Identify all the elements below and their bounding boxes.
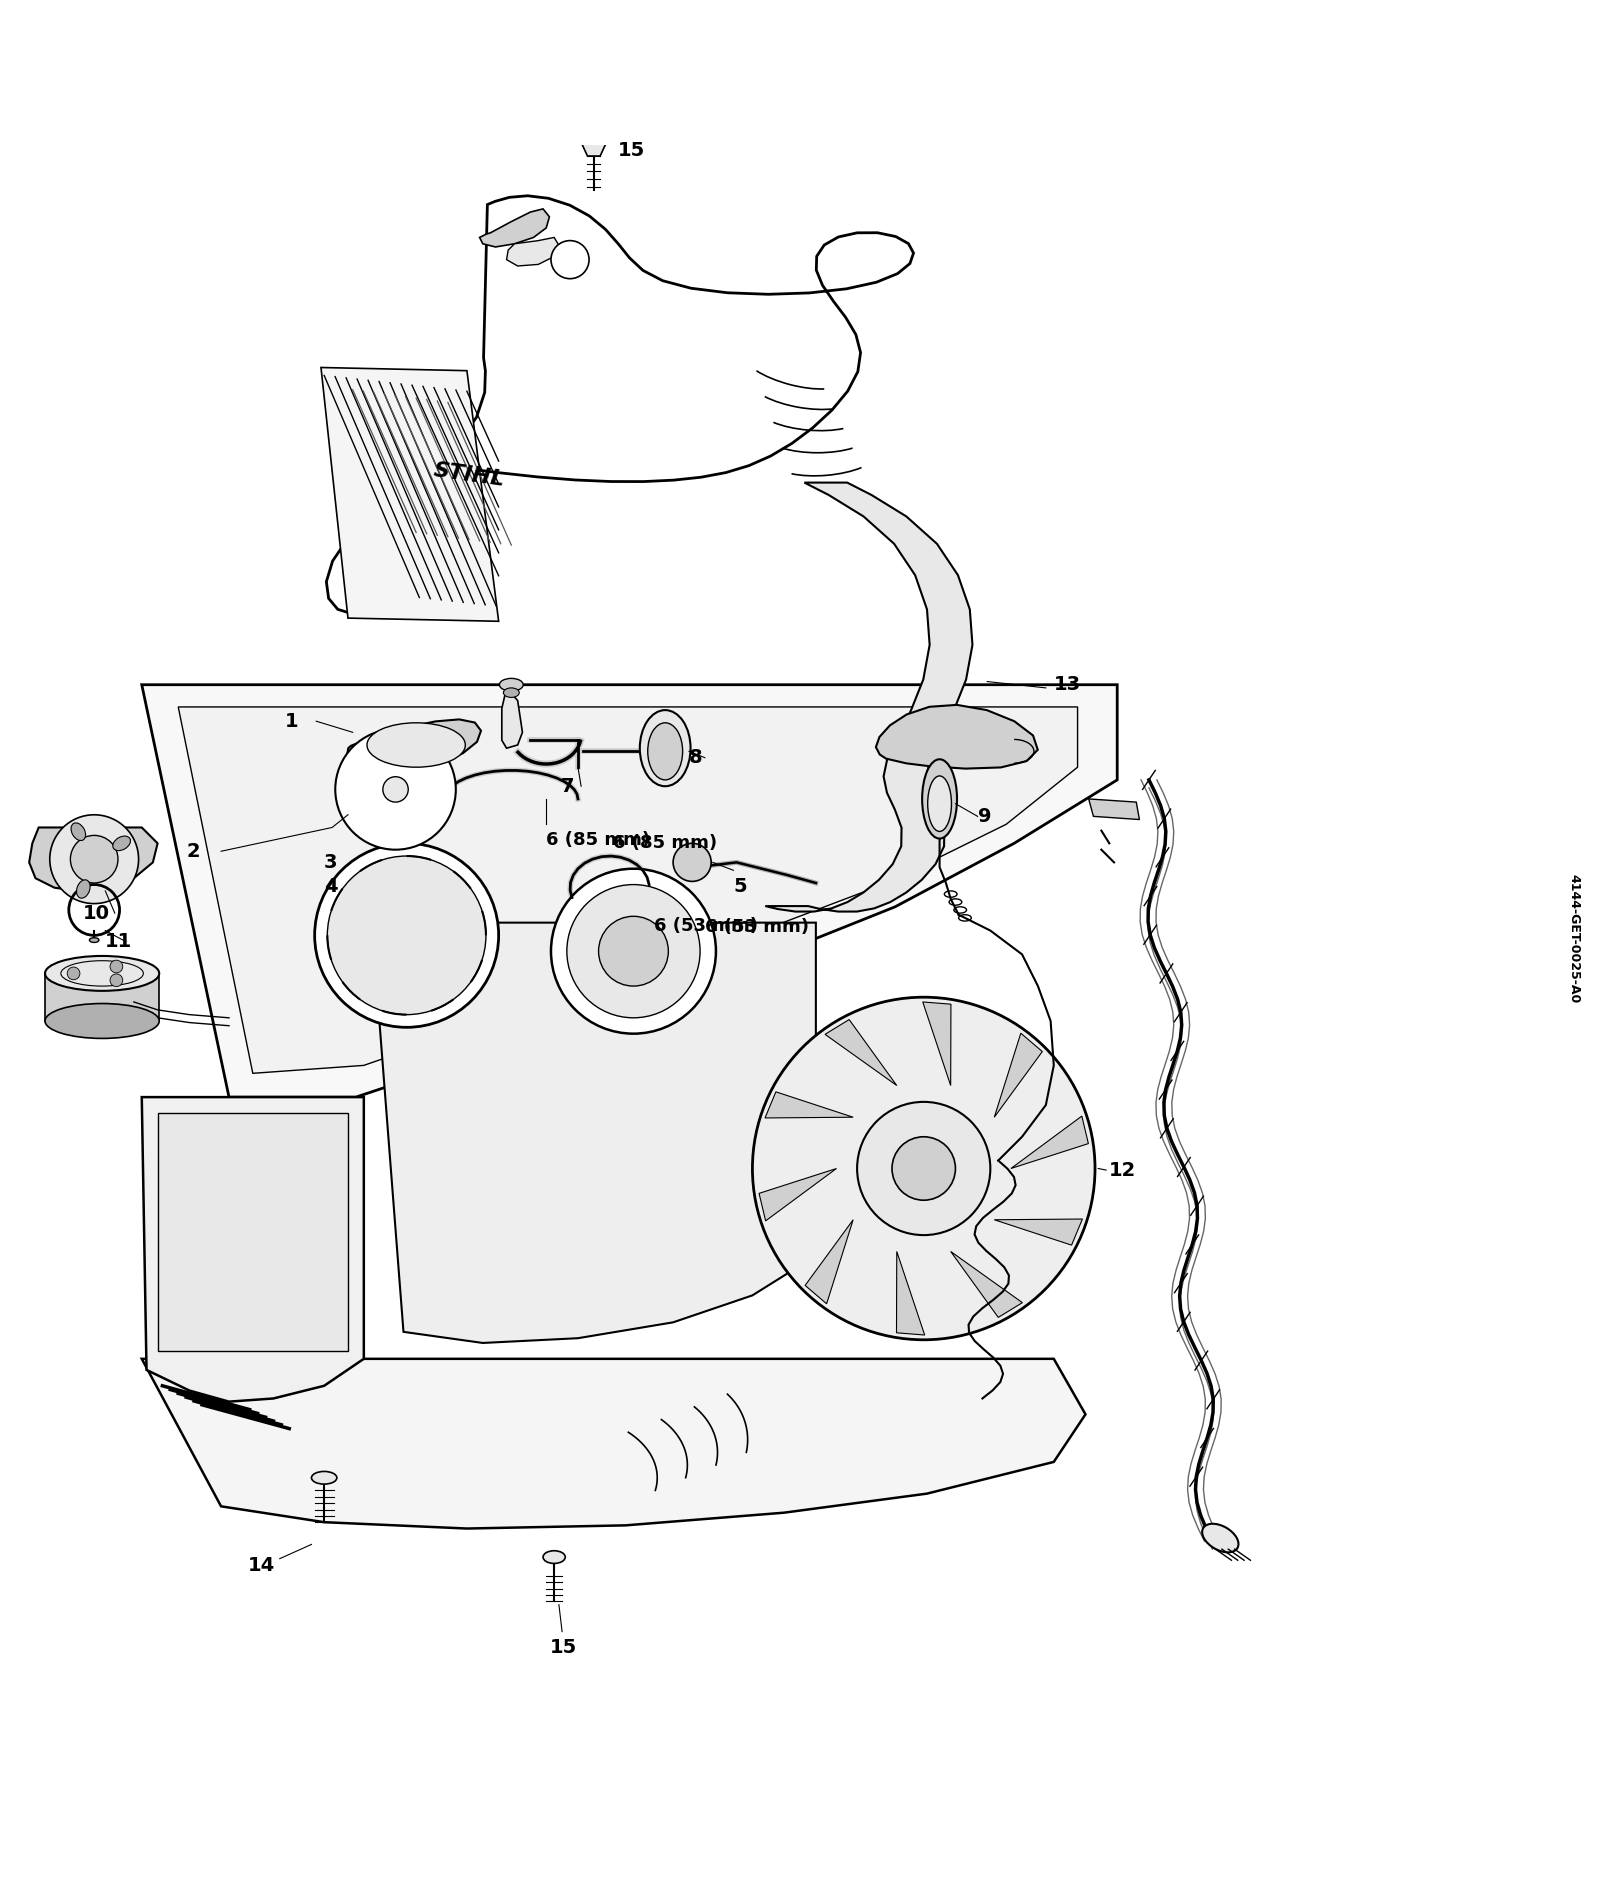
Ellipse shape: [499, 678, 523, 691]
Circle shape: [566, 884, 701, 1017]
Text: 14: 14: [248, 1556, 275, 1575]
Polygon shape: [158, 1113, 347, 1351]
Text: 15: 15: [549, 1639, 576, 1657]
Polygon shape: [502, 687, 523, 749]
Ellipse shape: [1202, 1524, 1238, 1552]
Polygon shape: [994, 1218, 1083, 1244]
Ellipse shape: [640, 710, 691, 786]
Text: 3: 3: [325, 852, 338, 873]
Text: 6 (85 mm): 6 (85 mm): [613, 835, 717, 852]
Text: 12: 12: [1109, 1160, 1136, 1179]
Polygon shape: [326, 195, 914, 614]
Circle shape: [382, 777, 408, 801]
Polygon shape: [875, 706, 1038, 768]
Polygon shape: [142, 685, 1117, 1098]
Ellipse shape: [928, 775, 952, 832]
Polygon shape: [923, 1002, 950, 1085]
Text: 5: 5: [733, 877, 747, 895]
Circle shape: [110, 974, 123, 987]
Polygon shape: [322, 368, 499, 621]
Polygon shape: [347, 719, 482, 770]
Circle shape: [550, 240, 589, 278]
Circle shape: [336, 728, 456, 850]
Text: 15: 15: [618, 141, 645, 160]
Text: 6 (85 mm): 6 (85 mm): [546, 832, 650, 848]
Circle shape: [674, 843, 710, 882]
Text: 7: 7: [560, 777, 574, 796]
Text: 2: 2: [186, 841, 200, 862]
Ellipse shape: [77, 880, 90, 899]
Circle shape: [891, 1137, 955, 1199]
Ellipse shape: [542, 1550, 565, 1564]
Polygon shape: [142, 1098, 363, 1402]
Ellipse shape: [312, 1472, 338, 1485]
Text: STIHL: STIHL: [432, 460, 506, 490]
Circle shape: [752, 997, 1094, 1340]
Circle shape: [67, 967, 80, 980]
Text: 11: 11: [106, 933, 133, 952]
Polygon shape: [371, 923, 816, 1342]
Polygon shape: [1011, 1117, 1088, 1169]
Ellipse shape: [504, 687, 520, 698]
Circle shape: [315, 843, 499, 1027]
Polygon shape: [45, 974, 160, 1021]
Polygon shape: [480, 208, 549, 248]
Circle shape: [598, 916, 669, 985]
Polygon shape: [1088, 800, 1139, 820]
Polygon shape: [994, 1032, 1042, 1117]
Text: 4: 4: [325, 877, 338, 895]
Ellipse shape: [45, 955, 160, 991]
Ellipse shape: [114, 835, 131, 850]
Ellipse shape: [70, 822, 85, 841]
Ellipse shape: [648, 723, 683, 779]
Polygon shape: [142, 1359, 1085, 1528]
Polygon shape: [765, 1092, 853, 1119]
Text: 10: 10: [83, 903, 110, 923]
Polygon shape: [507, 237, 558, 267]
Polygon shape: [758, 1169, 837, 1220]
Text: 1: 1: [285, 711, 298, 730]
Circle shape: [70, 835, 118, 882]
Text: 4144-GET-0025-A0: 4144-GET-0025-A0: [1568, 875, 1581, 1002]
Circle shape: [858, 1102, 990, 1235]
Polygon shape: [896, 1252, 925, 1335]
Ellipse shape: [90, 938, 99, 942]
Circle shape: [50, 815, 139, 903]
Text: 8: 8: [690, 749, 702, 768]
Ellipse shape: [45, 1004, 160, 1038]
Polygon shape: [765, 482, 973, 912]
Text: 6 (53 mm): 6 (53 mm): [706, 918, 810, 937]
Polygon shape: [581, 128, 606, 156]
Polygon shape: [950, 1252, 1022, 1318]
Polygon shape: [805, 1220, 853, 1305]
Ellipse shape: [366, 723, 466, 768]
Circle shape: [550, 869, 715, 1034]
Polygon shape: [826, 1019, 896, 1085]
Polygon shape: [29, 828, 158, 892]
Circle shape: [110, 961, 123, 972]
Text: 9: 9: [978, 807, 990, 826]
Text: 13: 13: [1054, 676, 1082, 694]
Circle shape: [328, 856, 486, 1015]
Polygon shape: [178, 708, 1077, 1074]
Text: 6 (53 mm): 6 (53 mm): [654, 916, 758, 935]
Ellipse shape: [922, 760, 957, 839]
